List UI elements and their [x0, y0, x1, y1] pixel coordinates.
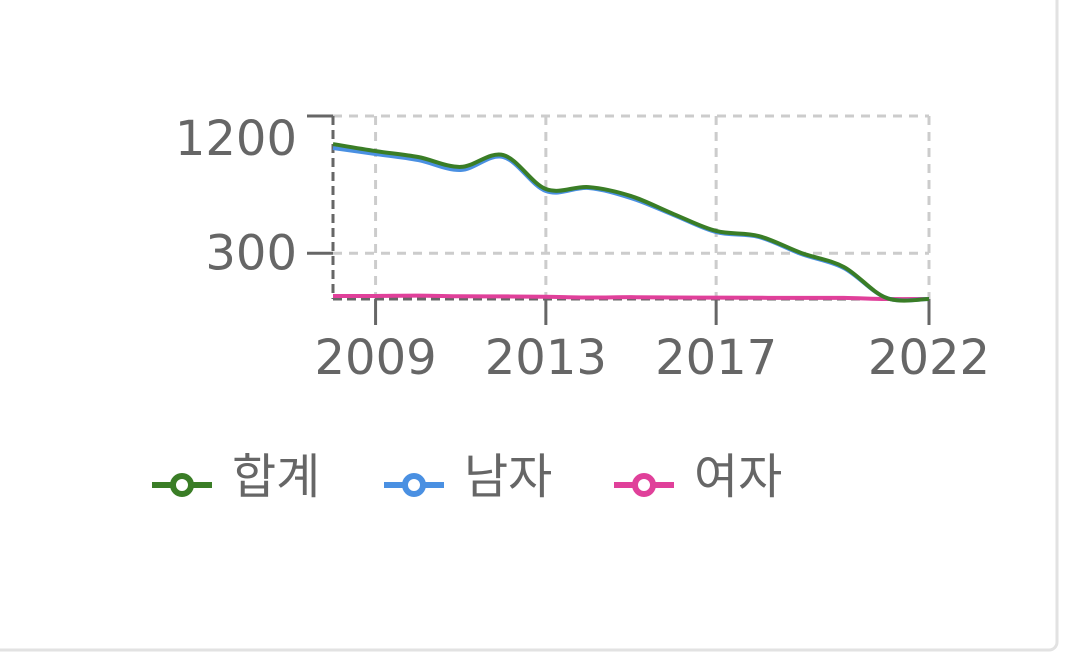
legend-label: 합계 — [232, 449, 320, 505]
y-tick-label: 1200 — [175, 111, 297, 167]
legend-swatch — [632, 473, 656, 497]
x-tick-label: 2009 — [314, 330, 436, 386]
legend-label: 여자 — [694, 449, 782, 505]
series-line — [332, 293, 930, 302]
series-line — [332, 142, 930, 303]
card — [0, 0, 1059, 652]
legend-label: 남자 — [464, 449, 552, 505]
x-tick-label: 2013 — [485, 330, 607, 386]
x-tick-label: 2022 — [868, 330, 990, 386]
y-tick-label: 300 — [205, 225, 297, 281]
legend-swatch — [170, 473, 194, 497]
legend-swatch — [402, 473, 426, 497]
x-tick-label: 2017 — [655, 330, 777, 386]
